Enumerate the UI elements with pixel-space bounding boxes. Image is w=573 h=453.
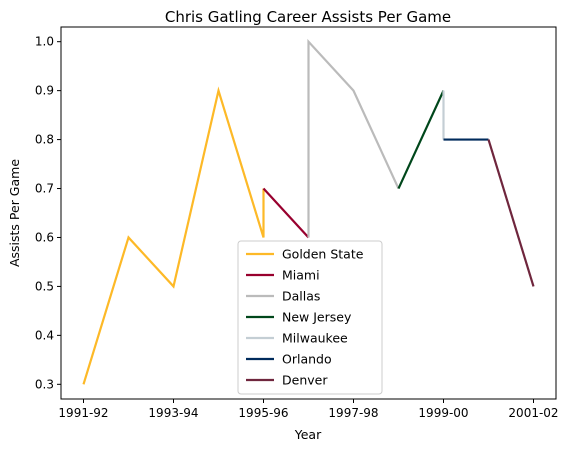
x-tick-label: 1991-92: [58, 406, 108, 420]
y-tick-label: 0.6: [35, 230, 54, 244]
y-tick-label: 0.3: [35, 377, 54, 391]
y-tick-label: 0.9: [35, 84, 54, 98]
x-tick-label: 1995-96: [238, 406, 288, 420]
legend-label: Denver: [282, 373, 328, 388]
x-tick-label: 1999-00: [418, 406, 468, 420]
axes-frame: [60, 26, 557, 400]
legend-label: Dallas: [282, 289, 320, 304]
y-tick-label: 0.4: [35, 328, 54, 342]
series-line-dallas: [307, 38, 400, 238]
series-line-new-jersey: [397, 90, 445, 189]
series-layer: [82, 38, 535, 385]
plot-area: [60, 26, 557, 400]
chart-title: Chris Gatling Career Assists Per Game: [165, 8, 451, 26]
y-tick-label: 0.8: [35, 133, 54, 147]
legend-label: Milwaukee: [282, 331, 348, 346]
y-tick-label: 1.0: [35, 35, 54, 49]
y-axis-label: Assists Per Game: [7, 159, 22, 267]
series-line-golden-state: [82, 86, 265, 385]
legend-label: Golden State: [282, 247, 364, 262]
legend-label: Miami: [282, 268, 320, 283]
ticks-layer: 1991-92 1993-94 1995-96 1997-98 1999-00 2001-…: [35, 35, 559, 420]
x-tick-label: 1997-98: [328, 406, 378, 420]
x-tick-label: 2001-02: [508, 406, 558, 420]
series-line-miami: [262, 187, 310, 239]
x-axis-label: Year: [294, 427, 322, 442]
legend: Golden State Miami Dallas New Jersey Milwauk…: [237, 240, 383, 395]
y-tick-label: 0.5: [35, 279, 54, 293]
legend-box: [237, 240, 383, 395]
x-tick-label: 1993-94: [148, 406, 198, 420]
legend-label: New Jersey: [282, 310, 352, 325]
series-line-denver: [487, 139, 535, 287]
legend-label: Orlando: [282, 352, 332, 367]
y-tick-label: 0.7: [35, 182, 54, 196]
